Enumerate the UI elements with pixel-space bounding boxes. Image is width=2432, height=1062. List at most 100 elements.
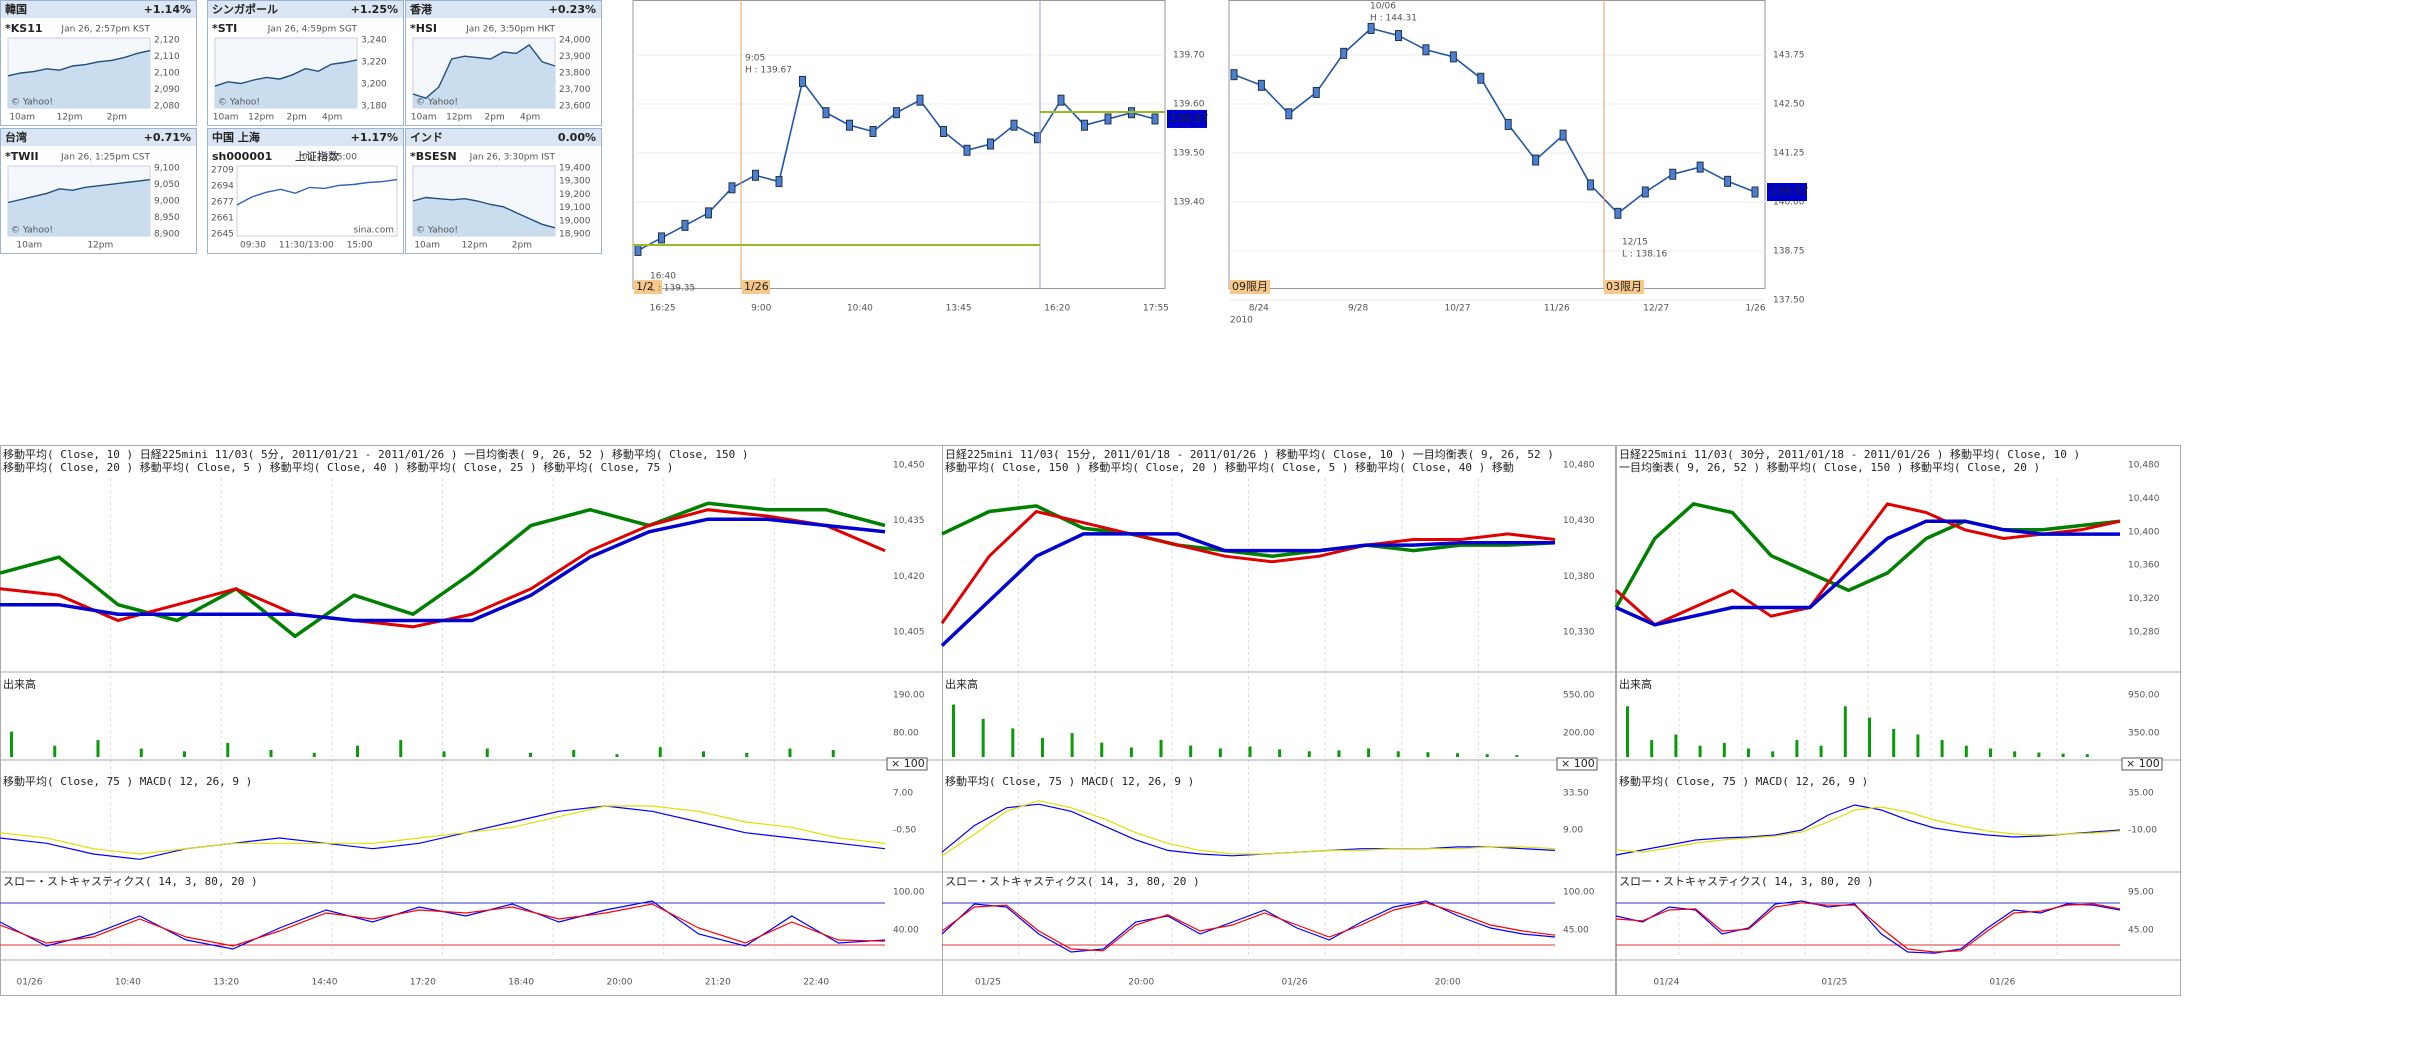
candle	[752, 169, 759, 181]
y-tick-label: 10,430	[1563, 516, 1595, 526]
volume-bar	[1070, 733, 1074, 757]
candle	[1257, 79, 1265, 91]
last-price: 139.57	[1770, 185, 1809, 198]
candle	[728, 182, 736, 194]
volume-bar	[356, 745, 359, 757]
candle	[1151, 113, 1159, 125]
volume-bar	[1674, 734, 1678, 757]
candle	[1395, 30, 1403, 42]
volume-bar	[1278, 749, 1282, 757]
y-tick-label: 138.75	[1773, 247, 1805, 257]
x-tick-label: 2pm	[287, 113, 307, 123]
stoch-line	[0, 903, 886, 947]
index-line	[412, 196, 556, 229]
y-tick-label: 24,000	[559, 36, 591, 46]
candle	[1724, 175, 1732, 187]
volume-bar	[1940, 740, 1944, 757]
scale-button[interactable]	[2121, 757, 2163, 771]
y-tick-label: 550.00	[1563, 691, 1595, 701]
volume-bar	[312, 752, 316, 757]
candle	[846, 119, 853, 131]
volume-bar	[442, 751, 446, 757]
x-tick-label: 16:25	[650, 304, 676, 314]
x-tick-label: 15:00	[347, 241, 373, 251]
x-tick-label: 11/26	[1544, 304, 1570, 314]
scale-button[interactable]	[1556, 757, 1598, 771]
y-tick-label: 3,180	[361, 102, 387, 112]
timestamp: Jan 26, 1:25pm CST	[60, 153, 150, 163]
volume-bar	[1722, 742, 1726, 757]
candle	[1614, 207, 1622, 219]
y-tick-label: 190.00	[893, 691, 925, 701]
x-tick-label: 01/26	[1989, 978, 2015, 988]
y-tick-label: 2645	[211, 230, 234, 240]
x-tick-label: 12pm	[248, 113, 274, 123]
x-tick-label: 12pm	[462, 241, 488, 251]
y-tick-label: 95.00	[2128, 888, 2154, 898]
y-tick-label: 18,900	[559, 230, 591, 240]
candle	[1010, 119, 1018, 131]
volume-bar	[1485, 754, 1489, 757]
candle	[822, 107, 830, 119]
index-line	[236, 178, 398, 206]
x-tick-label: 9:00	[751, 304, 771, 314]
x-tick-label: 14:40	[312, 978, 338, 988]
volume-bar	[1626, 706, 1629, 757]
volume-bar	[1698, 745, 1702, 757]
symbol: *BSESN	[410, 150, 457, 163]
volume-bar	[1011, 728, 1015, 757]
y-tick-label: 7.00	[893, 789, 913, 799]
volume-bar	[658, 747, 662, 757]
panel-label: 出来高	[3, 677, 36, 691]
y-tick-label: 10,480	[2128, 461, 2160, 471]
x-tick-label: 12/27	[1643, 304, 1669, 314]
indicator-header: 日経225mini 11/03( 15分, 2011/01/18 - 2011/…	[945, 447, 1554, 461]
market-change: +1.14%	[144, 3, 191, 16]
scale-label[interactable]: × 100	[1561, 757, 1595, 770]
candle	[1340, 47, 1348, 59]
x-tick-label: 12pm	[87, 241, 113, 251]
x-tick-label: 20:00	[1128, 978, 1154, 988]
annotation: H : 139.67	[745, 66, 792, 76]
widget-header	[208, 1, 403, 18]
y-tick-label: 140.00	[1773, 198, 1805, 208]
candle	[1057, 94, 1065, 106]
volume-bar	[1159, 739, 1163, 757]
scale-label[interactable]: × 100	[2126, 757, 2160, 770]
plot-area	[236, 165, 398, 237]
volume-bar	[2085, 754, 2089, 757]
contract-tag	[1230, 280, 1270, 294]
volume-bar	[183, 751, 186, 757]
candle	[799, 75, 806, 87]
volume-bar	[1189, 745, 1193, 757]
volume-bar	[702, 751, 705, 757]
contract-label: 03限月	[1606, 280, 1642, 293]
scale-label[interactable]: × 100	[891, 757, 925, 770]
x-tick-label: 10am	[16, 241, 42, 251]
x-tick-label: 4pm	[322, 113, 342, 123]
volume-bar	[1843, 706, 1847, 757]
y-tick-label: 2694	[211, 182, 234, 192]
y-tick-label: 10,400	[2128, 527, 2160, 537]
last-price-box	[1767, 183, 1807, 201]
y-tick-label: 19,300	[559, 177, 591, 187]
scale-button[interactable]	[886, 757, 928, 771]
x-tick-label: 01/25	[1821, 978, 1847, 988]
y-tick-label: 23,800	[559, 69, 591, 79]
volume-bar	[1795, 740, 1799, 757]
area-fill	[413, 45, 555, 108]
y-tick-label: 8,900	[154, 230, 180, 240]
volume-bar	[788, 748, 792, 757]
y-tick-label: 139.60	[1173, 100, 1205, 110]
panel-label: 出来高	[1619, 677, 1652, 691]
x-tick-label: 10:40	[115, 978, 141, 988]
x-tick-label: 01/26	[17, 978, 43, 988]
y-tick-label: 33.50	[1563, 789, 1589, 799]
volume-bar	[53, 745, 57, 757]
candle	[1422, 44, 1430, 56]
y-tick-label: 10,380	[1563, 572, 1595, 582]
candle	[869, 125, 877, 137]
volume-bar	[831, 749, 835, 757]
y-tick-label: 2,120	[154, 36, 180, 46]
